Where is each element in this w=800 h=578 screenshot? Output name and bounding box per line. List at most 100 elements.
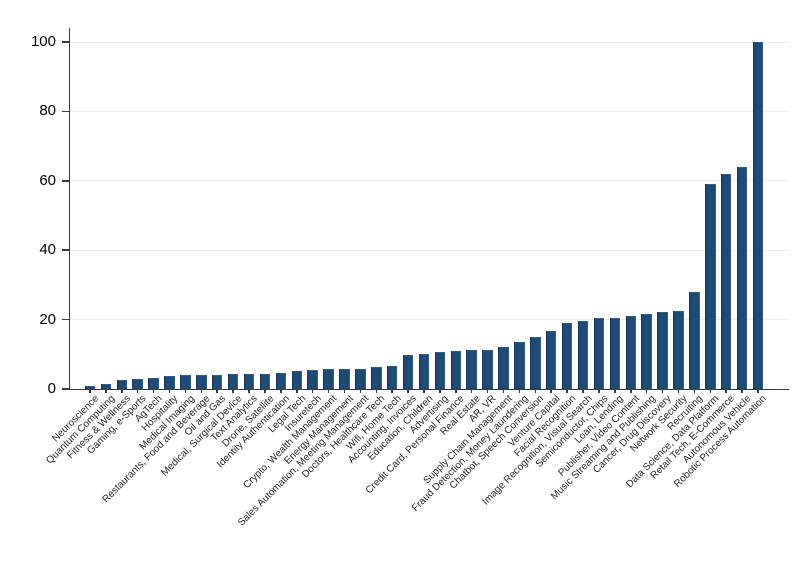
bar: [530, 336, 541, 389]
bar: [482, 349, 493, 389]
x-tick: [152, 389, 155, 393]
x-tick: [550, 389, 552, 393]
x-tick: [280, 389, 282, 393]
x-tick: [614, 389, 616, 393]
y-tick-label-20: 20: [39, 310, 56, 328]
bar: [689, 291, 700, 389]
y-tick-label-80: 80: [39, 102, 56, 120]
y-tick-100: [61, 41, 69, 43]
y-tick-40: [61, 249, 69, 251]
x-tick: [232, 389, 234, 393]
gridline-60: [70, 180, 789, 182]
y-tick-60: [61, 180, 69, 182]
bar: [673, 311, 684, 389]
x-tick: [296, 389, 298, 393]
bar: [211, 374, 223, 389]
x-tick: [709, 389, 712, 393]
bar: [275, 373, 287, 389]
bar: [371, 367, 382, 389]
bar: [196, 374, 207, 389]
bar: [720, 173, 732, 389]
bar: [355, 368, 366, 389]
x-tick: [566, 389, 568, 393]
x-tick: [121, 389, 123, 393]
bar: [243, 373, 255, 389]
x-tick: [518, 389, 521, 393]
bar: [291, 370, 302, 389]
bar: [705, 184, 716, 389]
y-tick-label-40: 40: [39, 241, 56, 259]
y-tick-0: [61, 388, 69, 390]
bar: [180, 375, 191, 389]
bar: [625, 316, 637, 389]
x-tick: [630, 389, 632, 393]
x-tick: [216, 389, 218, 393]
bar: [164, 375, 175, 389]
x-tick: [661, 389, 664, 393]
bar: [498, 347, 509, 389]
x-tick: [391, 389, 393, 393]
bar: [514, 341, 525, 389]
x-tick: [375, 389, 378, 393]
bar: [100, 384, 112, 389]
x-tick: [645, 389, 648, 393]
x-tick: [327, 389, 330, 393]
x-tick: [200, 389, 203, 393]
gridline-80: [70, 110, 789, 112]
x-tick: [598, 389, 600, 393]
x-tick: [105, 389, 107, 393]
y-tick-label-60: 60: [39, 171, 56, 189]
bar: [561, 322, 573, 389]
x-tick: [343, 389, 346, 393]
gridline-20: [70, 319, 789, 321]
gridline-40: [70, 249, 789, 251]
x-tick: [757, 389, 759, 393]
bar: [434, 352, 446, 389]
x-tick: [168, 389, 171, 393]
x-tick: [455, 389, 457, 393]
y-axis-line: [68, 28, 70, 390]
bar: [148, 378, 159, 389]
x-tick: [534, 389, 537, 393]
bar: [752, 42, 764, 389]
bar: [466, 350, 477, 389]
bar: [736, 166, 748, 389]
bar: [386, 366, 398, 389]
bar: [402, 355, 414, 389]
x-tick: [311, 389, 314, 393]
y-tick-label-0: 0: [47, 380, 56, 397]
bar: [323, 368, 334, 389]
x-tick: [741, 389, 743, 393]
x-axis-line: [70, 388, 789, 390]
x-tick: [486, 389, 489, 393]
bar: [450, 351, 462, 389]
bar: [418, 353, 430, 389]
bar: [84, 385, 96, 389]
bar: [339, 368, 350, 389]
bar: [593, 318, 605, 389]
x-tick: [582, 389, 584, 393]
bar: [641, 314, 652, 389]
bar: [132, 378, 143, 389]
bar: [545, 331, 557, 389]
gridline-100: [70, 41, 789, 43]
x-tick: [248, 389, 250, 393]
x-tick: [502, 389, 505, 393]
bar: [116, 380, 128, 389]
x-tick: [423, 389, 425, 393]
bar: [227, 374, 239, 389]
x-tick: [407, 389, 409, 393]
bar: [307, 369, 318, 389]
x-tick: [264, 389, 266, 393]
x-tick: [725, 389, 727, 393]
x-tick: [359, 389, 362, 393]
bar: [259, 373, 271, 389]
x-tick: [677, 389, 680, 393]
bar: [609, 317, 621, 389]
x-tick: [184, 389, 187, 393]
bar: [657, 312, 668, 389]
y-tick-80: [61, 110, 69, 113]
x-tick: [693, 389, 696, 393]
